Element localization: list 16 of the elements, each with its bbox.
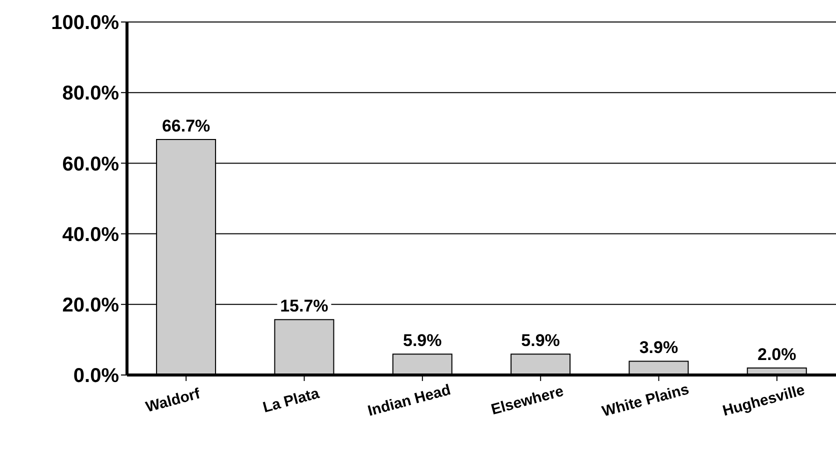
- data-label: 5.9%: [521, 331, 560, 350]
- y-tick-label: 0.0%: [73, 365, 120, 388]
- data-label: 3.9%: [639, 338, 678, 358]
- y-tick-label: 60.0%: [62, 153, 120, 176]
- data-label: 15.7%: [280, 296, 328, 316]
- x-tick-label: White Plains: [600, 380, 691, 420]
- data-label: 5.9%: [403, 331, 442, 350]
- y-tick-label: 80.0%: [62, 82, 120, 105]
- x-tick-label: La Plata: [261, 384, 322, 416]
- y-tick-label: 40.0%: [62, 224, 120, 246]
- x-tick-label: Indian Head: [366, 381, 453, 420]
- y-tick-label: 100.0%: [51, 12, 120, 34]
- data-label: 66.7%: [162, 116, 210, 136]
- x-tick-label: Waldorf: [144, 385, 203, 416]
- y-tick-label: 20.0%: [62, 294, 120, 316]
- data-label: 2.0%: [758, 344, 796, 364]
